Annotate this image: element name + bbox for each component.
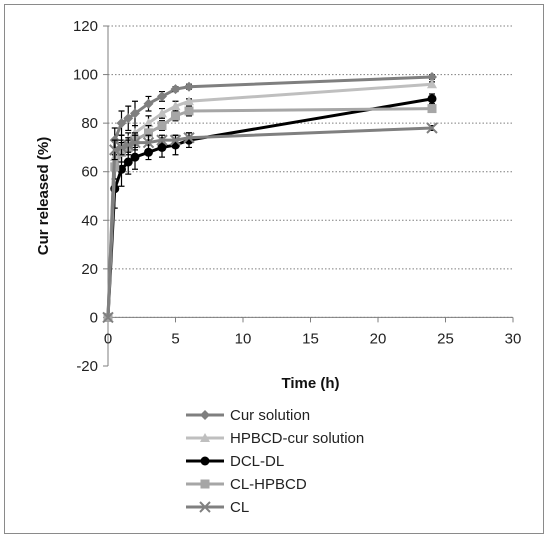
- y-tick-label: -20: [76, 358, 98, 375]
- data-point: [426, 122, 438, 134]
- data-point: [143, 98, 154, 109]
- data-point: [427, 79, 437, 89]
- y-tick-label: 80: [81, 115, 98, 132]
- legend-item: DCL-DL: [186, 453, 284, 470]
- legend-item: Cur solution: [186, 407, 310, 424]
- legend-label: CL: [230, 499, 249, 516]
- y-tick-label: 0: [90, 309, 98, 326]
- x-tick-label: 10: [235, 330, 252, 347]
- series-line: [106, 107, 433, 318]
- data-point: [129, 136, 141, 149]
- data-point: [130, 152, 140, 162]
- legend-label: Cur solution: [230, 407, 310, 424]
- legend-item: CL-HPBCD: [186, 476, 307, 493]
- axes: [103, 25, 514, 367]
- series-4: [102, 122, 438, 324]
- legend: Cur solution HPBCD-cur solution DCL-DL CL-H…: [186, 407, 364, 516]
- y-tick-label: 40: [81, 212, 98, 229]
- gridlines: [108, 25, 513, 318]
- data-point: [144, 128, 153, 138]
- series-line: [106, 82, 433, 318]
- series-1: [103, 79, 437, 322]
- data-point: [142, 136, 155, 149]
- x-tick-label: 25: [437, 330, 454, 347]
- data-point: [170, 101, 181, 111]
- data-point: [102, 311, 114, 324]
- x-tick-label: 0: [104, 330, 112, 347]
- chart-frame: [4, 4, 544, 534]
- data-point: [116, 118, 127, 129]
- data-point: [157, 108, 167, 118]
- data-point: [184, 81, 194, 92]
- data-point: [143, 118, 154, 128]
- legend-label: HPBCD-cur solution: [230, 430, 364, 447]
- data-point: [123, 113, 134, 124]
- x-tick-label: 15: [302, 330, 319, 347]
- data-point: [427, 94, 437, 104]
- series-3: [103, 104, 437, 322]
- y-tick-label: 20: [81, 261, 98, 278]
- data-point: [156, 134, 168, 146]
- y-tick-label: 100: [73, 67, 98, 84]
- data-point: [122, 139, 134, 151]
- x-tick-label: 30: [505, 330, 522, 347]
- data-point: [169, 134, 182, 146]
- legend-item: CL: [186, 499, 249, 516]
- series-2: [103, 93, 437, 322]
- series-layer: [102, 72, 438, 324]
- legend-label: DCL-DL: [230, 453, 284, 470]
- data-point: [157, 91, 167, 102]
- x-tick-label: 20: [370, 330, 387, 347]
- legend-label: CL-HPBCD: [230, 476, 307, 493]
- data-point: [427, 104, 437, 114]
- data-point: [184, 106, 194, 116]
- series-line: [106, 97, 433, 318]
- legend-marker: [200, 433, 210, 442]
- data-point: [157, 121, 167, 131]
- legend-item: HPBCD-cur solution: [186, 430, 364, 447]
- x-tick-label: 5: [171, 330, 179, 347]
- legend-marker: [199, 501, 211, 513]
- legend-marker: [200, 410, 210, 420]
- y-tick-label: 120: [73, 18, 98, 35]
- legend-marker: [200, 456, 210, 466]
- y-axis-title: Cur released (%): [35, 137, 52, 255]
- data-point: [109, 144, 121, 156]
- data-point: [130, 108, 140, 119]
- series-line: [106, 126, 433, 318]
- y-tick-label: 60: [81, 164, 98, 181]
- series-line: [106, 75, 433, 318]
- data-point: [183, 132, 195, 144]
- data-point: [171, 111, 180, 121]
- data-point: [115, 141, 128, 154]
- data-point: [123, 157, 133, 167]
- legend-marker: [200, 479, 210, 489]
- y-tick-labels: -20 0 20 40 60 80 100 120: [73, 18, 98, 375]
- x-tick-labels: 0 5 10 15 20 25 30: [104, 330, 522, 347]
- data-point: [184, 96, 194, 106]
- data-point: [170, 84, 181, 95]
- data-point: [427, 72, 437, 82]
- x-axis-title: Time (h): [281, 375, 339, 392]
